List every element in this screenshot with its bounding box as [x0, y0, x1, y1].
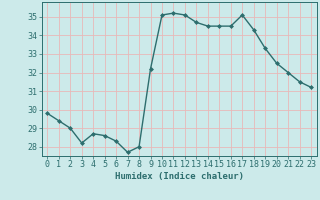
X-axis label: Humidex (Indice chaleur): Humidex (Indice chaleur) — [115, 172, 244, 181]
